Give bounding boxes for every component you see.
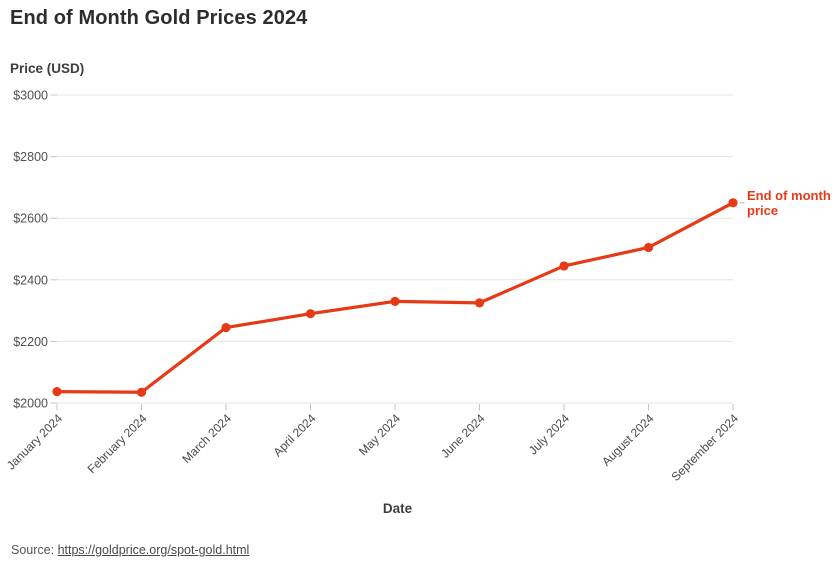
data-point[interactable] <box>643 242 654 253</box>
x-tick-label: September 2024 <box>668 411 741 484</box>
series-annotation-label: price <box>747 203 778 218</box>
x-tick-label: April 2024 <box>271 411 319 459</box>
y-tick-label: $2000 <box>13 397 48 411</box>
y-axis-title: Price (USD) <box>10 61 85 76</box>
y-tick-label: $2200 <box>13 335 48 349</box>
x-tick-label: June 2024 <box>438 411 488 461</box>
y-tick-label: $2400 <box>13 273 48 287</box>
source-line: Source: https://goldprice.org/spot-gold.… <box>11 543 249 557</box>
data-point[interactable] <box>390 296 400 306</box>
y-tick-label: $3000 <box>13 89 48 103</box>
chart-title: End of Month Gold Prices 2024 <box>10 7 308 29</box>
y-tick-label: $2600 <box>13 212 48 226</box>
data-point[interactable] <box>136 387 147 397</box>
data-point[interactable] <box>52 387 62 397</box>
x-tick-label: July 2024 <box>526 411 572 457</box>
x-tick-label: March 2024 <box>179 411 234 466</box>
source-link[interactable]: https://goldprice.org/spot-gold.html <box>57 543 250 557</box>
data-point[interactable] <box>221 322 231 333</box>
y-tick-label: $2800 <box>13 150 48 164</box>
x-axis-title: Date <box>382 501 413 516</box>
data-point[interactable] <box>728 198 738 208</box>
data-point[interactable] <box>559 261 569 271</box>
x-tick-label: May 2024 <box>356 411 403 458</box>
x-tick-label: August 2024 <box>599 411 657 469</box>
series-annotation-label: End of month <box>747 188 831 203</box>
source-prefix: Source: <box>11 543 58 557</box>
data-point[interactable] <box>305 309 316 319</box>
x-tick-label: January 2024 <box>4 411 66 473</box>
x-tick-label: February 2024 <box>85 411 150 476</box>
data-point[interactable] <box>474 298 485 308</box>
